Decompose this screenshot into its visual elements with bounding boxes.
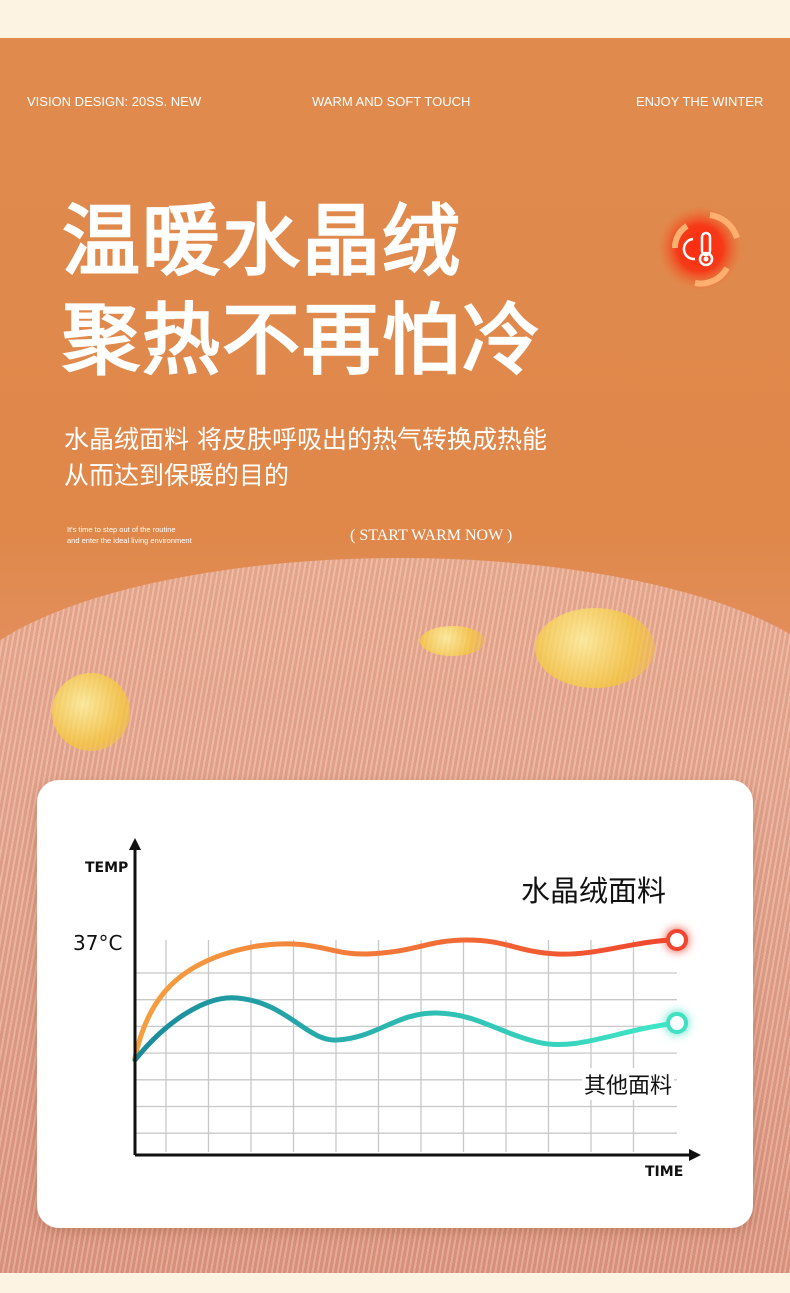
temperature-chart [129,838,701,1161]
small-text-line1: It's time to step out of the routine [67,525,176,534]
chart-grid [135,940,677,1152]
comparison-chart-card: TEMP 37°C TIME 水晶绒面料 其他面料 [37,780,753,1228]
description-line1: 水晶绒面料 将皮肤呼吸出的热气转换成热能 [64,425,547,454]
bubble [535,608,655,688]
headline-line1: 温暖水晶绒 [62,197,463,287]
x-axis-arrow [689,1149,701,1161]
series-other-fabric-line [132,995,680,1063]
small-text-line2: and enter the ideal living environment [67,536,192,545]
series-crystal-velvet-end-marker [666,929,688,951]
series-crystal-velvet-line [132,937,680,1061]
bubble [52,673,130,751]
description-line2: 从而达到保暖的目的 [64,461,290,490]
bubble [420,626,485,656]
small-text: It's time to step out of the routine and… [67,524,192,546]
series-label-crystal-velvet: 水晶绒面料 [521,874,667,908]
y-axis-label: TEMP [85,860,129,876]
series-label-other-fabric: 其他面料 [582,1068,675,1100]
tag-center: WARM AND SOFT TOUCH [312,94,471,109]
tag-right: ENJOY THE WINTER [636,94,764,109]
y-marker-label: 37°C [73,931,123,955]
tag-left: VISION DESIGN: 20SS. NEW [27,94,202,109]
series-other-fabric-end-marker [666,1012,688,1034]
y-axis-arrow [129,838,141,850]
cta-text: ( START WARM NOW ) [350,527,513,544]
thermometer-sun-cycle-icon [658,206,742,290]
x-axis-label: TIME [645,1164,684,1180]
headline-line2: 聚热不再怕冷 [62,296,543,386]
